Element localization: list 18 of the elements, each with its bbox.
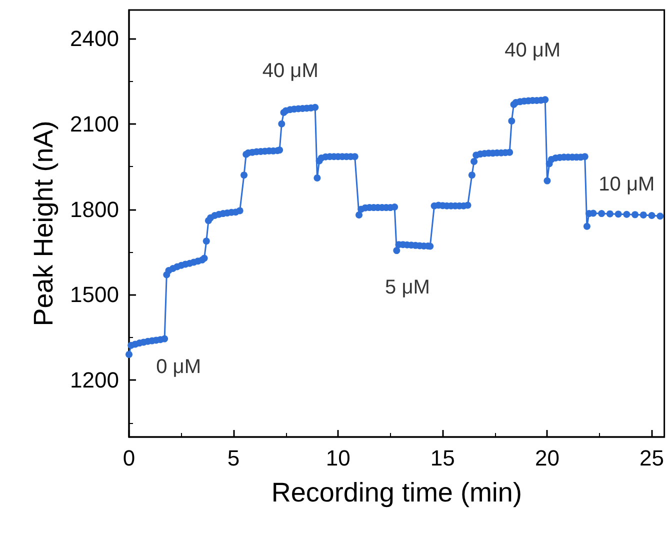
annotation: 40 μM — [262, 60, 318, 82]
x-axis-title: Recording time (min) — [271, 478, 522, 508]
y-tick-label: 2400 — [70, 26, 119, 51]
y-tick-label: 1800 — [70, 196, 119, 222]
annotation: 40 μM — [504, 40, 561, 62]
x-tick-label: 0 — [122, 446, 136, 470]
y-axis-title: Peak Height (nA) — [28, 120, 58, 326]
annotation: 0 μM — [156, 356, 201, 378]
x-tick-label: 10 — [326, 446, 350, 470]
x-tick-label: 20 — [534, 446, 560, 470]
x-tick-label: 5 — [227, 446, 240, 470]
y-tick-label: 2100 — [70, 111, 119, 136]
x-tick-label: 15 — [430, 446, 455, 470]
x-tick-label: 25 — [640, 446, 664, 470]
annotation: 10 μM — [598, 173, 655, 196]
annotation: 5 μM — [385, 276, 430, 298]
y-tick-label: 1500 — [70, 282, 119, 308]
y-tick-label: 1200 — [70, 368, 119, 393]
